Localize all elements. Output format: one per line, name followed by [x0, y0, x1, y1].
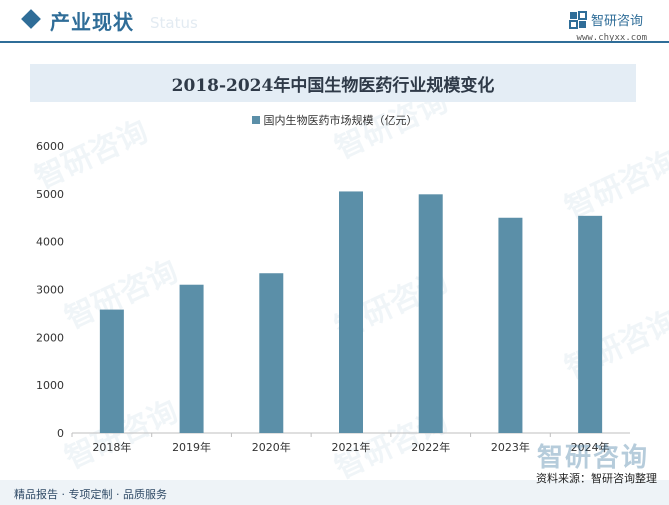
x-tick-label: 2019年: [172, 440, 211, 454]
section-watermark: Status: [150, 14, 198, 32]
bar: [418, 194, 443, 433]
x-tick-label: 2023年: [491, 440, 530, 454]
y-tick-label: 1000: [36, 379, 64, 392]
source-note: 资料来源：智研咨询整理: [536, 472, 657, 485]
bar: [99, 309, 124, 433]
chart-legend: 国内生物医药市场规模（亿元）: [0, 112, 669, 128]
footer-bar: [0, 480, 669, 505]
y-tick-label: 3000: [36, 284, 64, 297]
y-tick-label: 5000: [36, 188, 64, 201]
section-title: 产业现状: [50, 10, 134, 34]
x-tick-label: 2024年: [571, 440, 610, 454]
y-tick-label: 4000: [36, 236, 64, 249]
y-tick-label: 2000: [36, 331, 64, 344]
bar: [179, 284, 204, 433]
x-tick-label: 2020年: [252, 440, 291, 454]
legend-swatch: [251, 116, 260, 124]
watermark-logo-text: 智研咨询: [536, 443, 649, 473]
bar: [339, 191, 363, 433]
x-tick-label: 2022年: [411, 440, 450, 454]
brand-url[interactable]: www.chyxx.com: [576, 33, 647, 43]
bar: [578, 215, 603, 433]
legend-label: 国内生物医药市场规模（亿元）: [263, 114, 418, 127]
x-tick-label: 2021年: [332, 440, 371, 454]
page-header: 产业现状 Status 智研咨询 www.chyxx.com: [0, 0, 669, 43]
brand-logo-icon: [568, 10, 587, 29]
bar-chart: 0 1000 2000 3000 4000 5000 6000 2018年 2019年 2020年…: [36, 140, 630, 454]
bar: [259, 273, 284, 433]
y-tick-label: 6000: [36, 140, 64, 153]
header-rule: [0, 41, 669, 43]
x-tick-label: 2018年: [92, 440, 131, 454]
y-tick-label: 0: [57, 427, 64, 440]
chart-title: 2018-2024年中国生物医药行业规模变化: [171, 75, 495, 96]
brand-name: 智研咨询: [590, 14, 643, 29]
brand[interactable]: 智研咨询: [568, 10, 643, 29]
footer-slogan: 精品报告 · 专项定制 · 品质服务: [14, 488, 167, 501]
bar: [498, 217, 523, 433]
chart-title-banner: 2018-2024年中国生物医药行业规模变化: [30, 64, 636, 102]
